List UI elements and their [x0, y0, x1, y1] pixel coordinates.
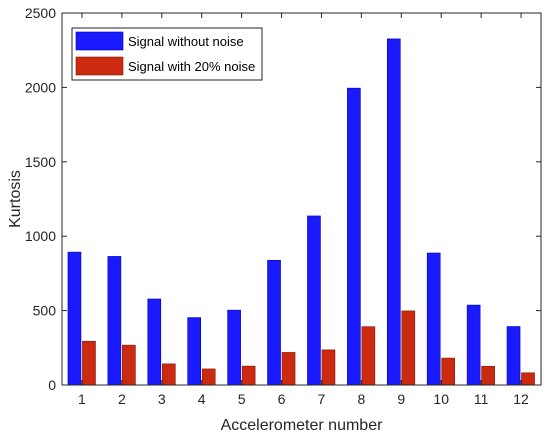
axes-box	[61, 12, 542, 386]
bar-without-noise-7	[307, 215, 321, 386]
axes-group	[61, 12, 542, 386]
bar-with-noise-4	[201, 368, 216, 386]
bar-with-noise-6	[281, 352, 296, 386]
legend-swatch-signal-without-noise	[75, 31, 124, 51]
bar-with-noise-9	[401, 310, 416, 386]
x-tick-label-8: 8	[357, 391, 365, 407]
legend-swatch-signal-with-noise	[75, 56, 124, 76]
legend-label-signal-with-noise: Signal with 20% noise	[128, 59, 255, 74]
bars-group	[67, 38, 535, 386]
x-tick-label-7: 7	[318, 391, 326, 407]
x-tick-label-12: 12	[513, 391, 529, 407]
y-tick-label-2500: 2500	[25, 5, 56, 21]
legend-label-signal-without-noise: Signal without noise	[128, 34, 244, 49]
bar-without-noise-11	[466, 304, 481, 386]
bar-with-noise-8	[361, 326, 376, 386]
bar-without-noise-3	[147, 298, 162, 386]
x-tick-label-6: 6	[278, 391, 286, 407]
x-tick-label-3: 3	[158, 391, 166, 407]
bar-without-noise-2	[107, 256, 122, 386]
bar-without-noise-8	[347, 87, 361, 386]
y-tick-label-0: 0	[48, 377, 56, 393]
x-tick-label-1: 1	[78, 391, 86, 407]
y-axis-title: Kurtosis	[7, 170, 24, 228]
bar-with-noise-2	[122, 344, 136, 386]
bar-without-noise-12	[506, 326, 521, 386]
y-tick-label-1500: 1500	[25, 154, 56, 170]
bar-without-noise-9	[386, 38, 401, 386]
bar-with-noise-11	[481, 365, 495, 386]
y-tick-label-2000: 2000	[25, 79, 56, 95]
bar-with-noise-12	[521, 372, 535, 386]
legend: Signal without noise Signal with 20% noi…	[71, 27, 263, 81]
bar-without-noise-6	[267, 260, 281, 386]
bar-without-noise-4	[187, 317, 202, 386]
y-tick-label-500: 500	[33, 303, 57, 319]
bar-with-noise-5	[241, 365, 256, 386]
bar-without-noise-10	[426, 252, 441, 386]
y-tick-label-1000: 1000	[25, 228, 56, 244]
bar-with-noise-7	[321, 349, 336, 386]
bar-with-noise-10	[441, 357, 456, 386]
x-tick-label-2: 2	[118, 391, 126, 407]
bar-without-noise-1	[67, 251, 82, 386]
x-tick-label-4: 4	[198, 391, 206, 407]
bar-with-noise-3	[161, 363, 176, 386]
x-tick-label-9: 9	[397, 391, 405, 407]
x-axis-title: Accelerometer number	[221, 417, 384, 434]
x-tick-label-11: 11	[474, 391, 489, 407]
bar-with-noise-1	[82, 340, 96, 386]
bar-without-noise-5	[227, 309, 241, 386]
x-tick-label-5: 5	[238, 391, 246, 407]
x-tick-label-10: 10	[433, 391, 449, 407]
